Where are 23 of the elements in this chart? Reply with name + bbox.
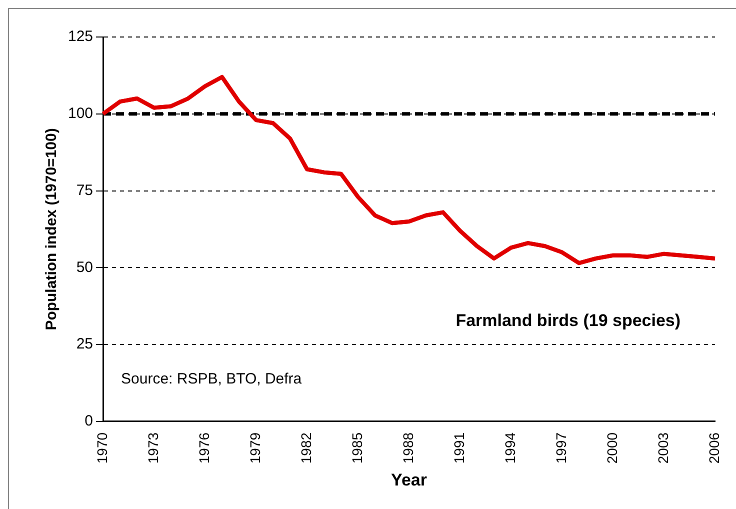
- x-tick-label: 2000: [604, 432, 620, 464]
- y-axis-title: Population index (1970=100): [43, 128, 60, 330]
- x-tick-label: 1973: [144, 432, 161, 464]
- x-tick-label: 1985: [348, 432, 365, 464]
- x-tick-label: 1979: [246, 432, 263, 464]
- y-tick-label: 125: [68, 28, 94, 46]
- y-tick-label: 100: [68, 105, 94, 122]
- x-tick-label: 1988: [400, 432, 416, 464]
- y-tick-label: 75: [76, 182, 94, 199]
- y-tick-label: 0: [84, 412, 94, 430]
- x-tick-label: 1970: [94, 432, 110, 464]
- y-tick-label: 25: [76, 336, 94, 353]
- x-tick-label: 2006: [706, 432, 722, 464]
- annotation: Source: RSPB, BTO, Defra: [121, 370, 302, 388]
- y-tick-label: 50: [76, 258, 94, 276]
- x-tick-label: 1991: [450, 432, 467, 464]
- x-tick-label: 2003: [654, 432, 671, 464]
- x-tick-label: 1994: [502, 432, 518, 464]
- annotation: Farmland birds (19 species): [456, 311, 681, 330]
- x-tick-label: 1976: [196, 432, 212, 464]
- x-tick-label: 1997: [552, 432, 569, 464]
- x-axis-title: Year: [391, 470, 428, 490]
- x-tick-label: 1982: [298, 432, 314, 464]
